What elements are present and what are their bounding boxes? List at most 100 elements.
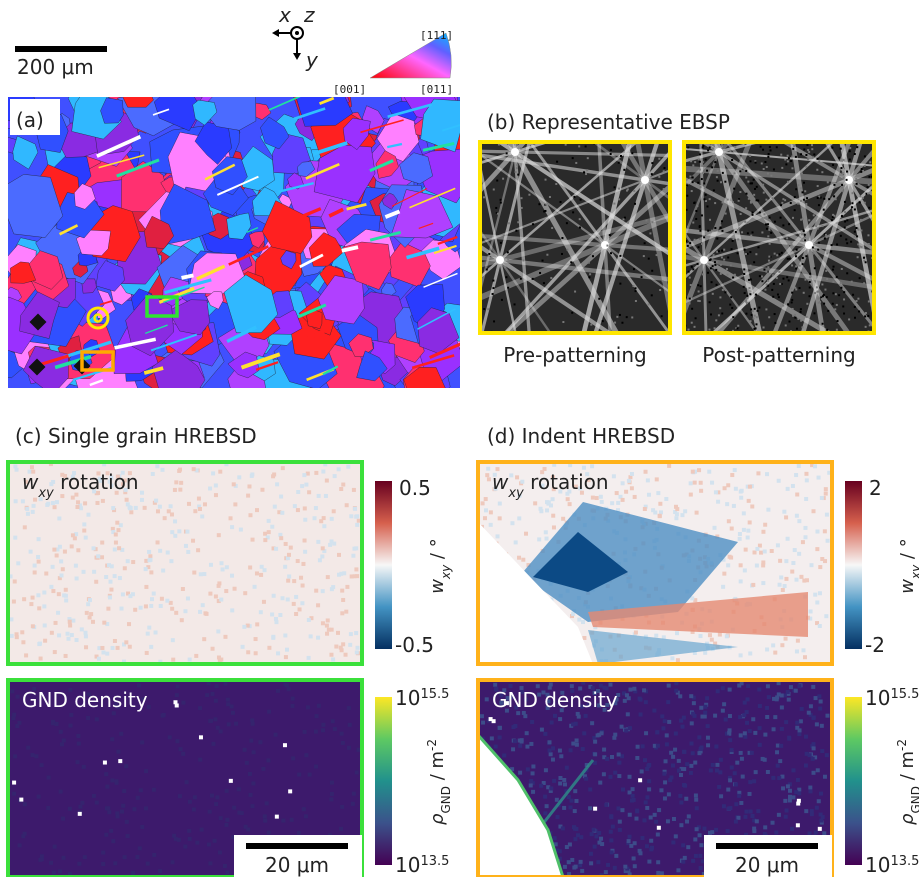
ipf-label: [001] (333, 83, 366, 96)
pixel (170, 607, 174, 611)
pixel (9, 617, 13, 621)
pixel (13, 464, 17, 468)
pixel (144, 769, 148, 773)
pixel (784, 515, 788, 519)
pixel (794, 790, 798, 794)
pixel (355, 523, 359, 527)
pixel (293, 504, 297, 508)
noise (809, 276, 811, 278)
pixel (550, 720, 554, 724)
noise (826, 329, 828, 331)
pixel (531, 771, 535, 775)
pixel (581, 747, 585, 751)
noise (755, 253, 757, 255)
pixel (321, 723, 325, 727)
pixel (680, 513, 684, 517)
pixel (552, 779, 556, 783)
pixel (118, 576, 122, 580)
pixel (687, 814, 691, 818)
panel-title: (d) Indent HREBSD (487, 424, 675, 448)
noise (634, 203, 636, 205)
pixel (200, 514, 204, 518)
noise (864, 165, 866, 167)
noise (823, 209, 825, 211)
noise (722, 172, 724, 174)
colorbar (375, 697, 392, 865)
pixel (679, 823, 683, 827)
noise (590, 324, 592, 326)
noise (745, 301, 747, 303)
pixel (316, 636, 320, 640)
noise (716, 176, 718, 178)
pixel (758, 704, 762, 708)
pixel (96, 554, 100, 558)
pixel (241, 645, 245, 649)
pixel (597, 831, 601, 835)
pixel (722, 572, 726, 576)
pixel (551, 746, 555, 750)
pixel (212, 742, 216, 746)
pixel (208, 810, 212, 814)
noise (698, 158, 700, 160)
noise (715, 269, 717, 271)
noise (851, 206, 853, 208)
pixel (798, 684, 802, 688)
pixel (75, 576, 79, 580)
noise (857, 256, 859, 258)
noise (804, 239, 806, 241)
pixel (70, 633, 74, 637)
pixel (50, 631, 54, 635)
pixel (780, 643, 784, 647)
noise (776, 254, 778, 256)
pixel (101, 650, 105, 654)
pixel (53, 650, 57, 654)
pixel (675, 507, 679, 511)
pixel (553, 714, 557, 718)
pixel (809, 704, 813, 708)
pixel (62, 593, 66, 597)
pixel (351, 802, 355, 806)
pixel (716, 689, 720, 693)
noise (570, 261, 572, 263)
pixel (584, 714, 588, 718)
noise (587, 157, 589, 159)
pixel (629, 688, 633, 692)
pixel (790, 827, 794, 831)
pixel (774, 830, 778, 834)
pixel (117, 528, 121, 532)
pixel (787, 736, 791, 740)
pixel (271, 635, 275, 639)
pixel (824, 492, 828, 496)
pixel (692, 701, 696, 705)
pixel (582, 731, 586, 735)
pixel (62, 856, 66, 860)
noise (821, 171, 823, 173)
pixel (730, 527, 734, 531)
pixel (498, 726, 502, 730)
noise (723, 249, 725, 251)
noise (620, 155, 622, 157)
pixel (694, 798, 698, 802)
text-part: w (427, 579, 448, 594)
pixel (621, 788, 625, 792)
noise (844, 221, 846, 223)
pixel (303, 539, 307, 543)
noise (710, 313, 712, 315)
pixel (337, 467, 341, 471)
noise (738, 200, 740, 202)
pixel (621, 481, 625, 485)
pixel (810, 812, 814, 816)
noise (700, 285, 702, 287)
noise (543, 210, 545, 212)
noise (827, 223, 829, 225)
pixel (270, 612, 274, 616)
noise (592, 255, 594, 257)
pixel (545, 508, 549, 512)
noise (650, 186, 652, 188)
pixel (689, 764, 693, 768)
pixel (739, 733, 743, 737)
pixel (568, 805, 572, 809)
pixel (728, 688, 732, 692)
pixel (656, 860, 660, 864)
pixel (746, 684, 750, 688)
